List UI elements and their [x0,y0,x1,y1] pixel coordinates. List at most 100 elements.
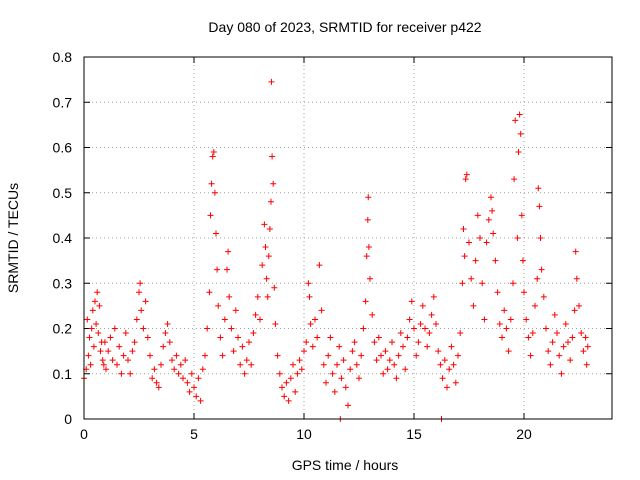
data-point [569,334,576,341]
data-point [496,320,503,327]
data-point [89,307,96,314]
data-point [309,343,316,350]
data-point [122,330,129,337]
data-point [364,216,371,223]
data-point [144,334,151,341]
x-tick-label: 20 [516,426,532,442]
data-point [336,343,343,350]
data-point [241,370,248,377]
data-point [250,330,257,337]
data-point [314,334,321,341]
data-point [213,230,219,237]
data-point [538,266,545,273]
data-point [230,348,237,355]
data-point [204,325,211,332]
data-point [535,185,542,192]
data-point [294,370,301,377]
data-point [430,293,437,300]
data-point [272,320,279,327]
data-point [221,316,228,323]
data-point [462,176,469,183]
data-point [384,366,391,373]
data-point [459,280,466,287]
data-point [334,361,340,368]
data-point [100,361,107,368]
data-point [479,280,486,287]
data-point [362,298,369,305]
data-point [186,388,193,395]
data-point [510,280,516,287]
data-point [452,379,459,386]
x-tick-labels: 0 5 10 15 20 [80,426,532,442]
data-point [177,361,184,368]
x-tick-label: 10 [296,426,312,442]
data-point [210,149,217,156]
data-point [400,343,406,350]
data-point [446,366,453,373]
data-point [274,352,281,359]
data-point [474,212,481,219]
data-point [583,361,590,368]
y-tick-label: 0.1 [53,366,73,382]
data-point [367,275,373,282]
data-point [95,330,102,337]
data-point [151,366,158,373]
data-point [488,194,494,201]
data-point [199,366,206,373]
data-point [305,280,312,287]
data-point [356,375,362,382]
data-point [252,311,259,318]
data-point [378,352,384,359]
data-point [264,293,271,300]
data-point [532,302,538,309]
data-point [347,366,354,373]
data-point [494,289,501,296]
data-point [86,334,93,341]
data-point [560,343,567,350]
data-point [450,361,457,368]
data-point [501,307,508,314]
data-point [195,375,202,382]
data-point [109,357,116,364]
data-point [576,302,582,309]
data-point [158,361,164,368]
data-point [142,298,149,305]
data-point [254,293,261,300]
data-point [263,275,270,282]
data-point [547,361,554,368]
data-point [373,357,380,364]
data-point [345,402,351,409]
grid-lines [84,57,612,419]
data-point [281,393,288,400]
data-point [271,284,278,291]
data-point [406,316,413,323]
data-point [363,253,370,260]
data-point [136,289,142,296]
data-point [224,266,230,273]
data-point [536,203,543,210]
data-point [85,352,92,359]
data-point [268,198,274,205]
data-point [521,289,527,296]
data-point [580,348,587,355]
data-point [149,375,156,382]
data-point [499,334,505,341]
data-point [259,262,266,269]
data-point [426,330,433,337]
data-point [153,379,160,386]
data-point [562,320,569,327]
data-point [517,130,524,137]
data-point [138,307,145,314]
data-point [292,388,299,395]
data-point [225,248,232,255]
data-point [571,307,578,314]
data-point [540,293,547,300]
data-point [558,370,565,377]
data-point [512,117,519,124]
data-point [351,339,358,346]
data-point [193,393,200,400]
data-point [84,316,91,323]
data-point [268,78,275,85]
y-tick-label: 0.5 [53,185,73,201]
data-point [162,330,169,337]
